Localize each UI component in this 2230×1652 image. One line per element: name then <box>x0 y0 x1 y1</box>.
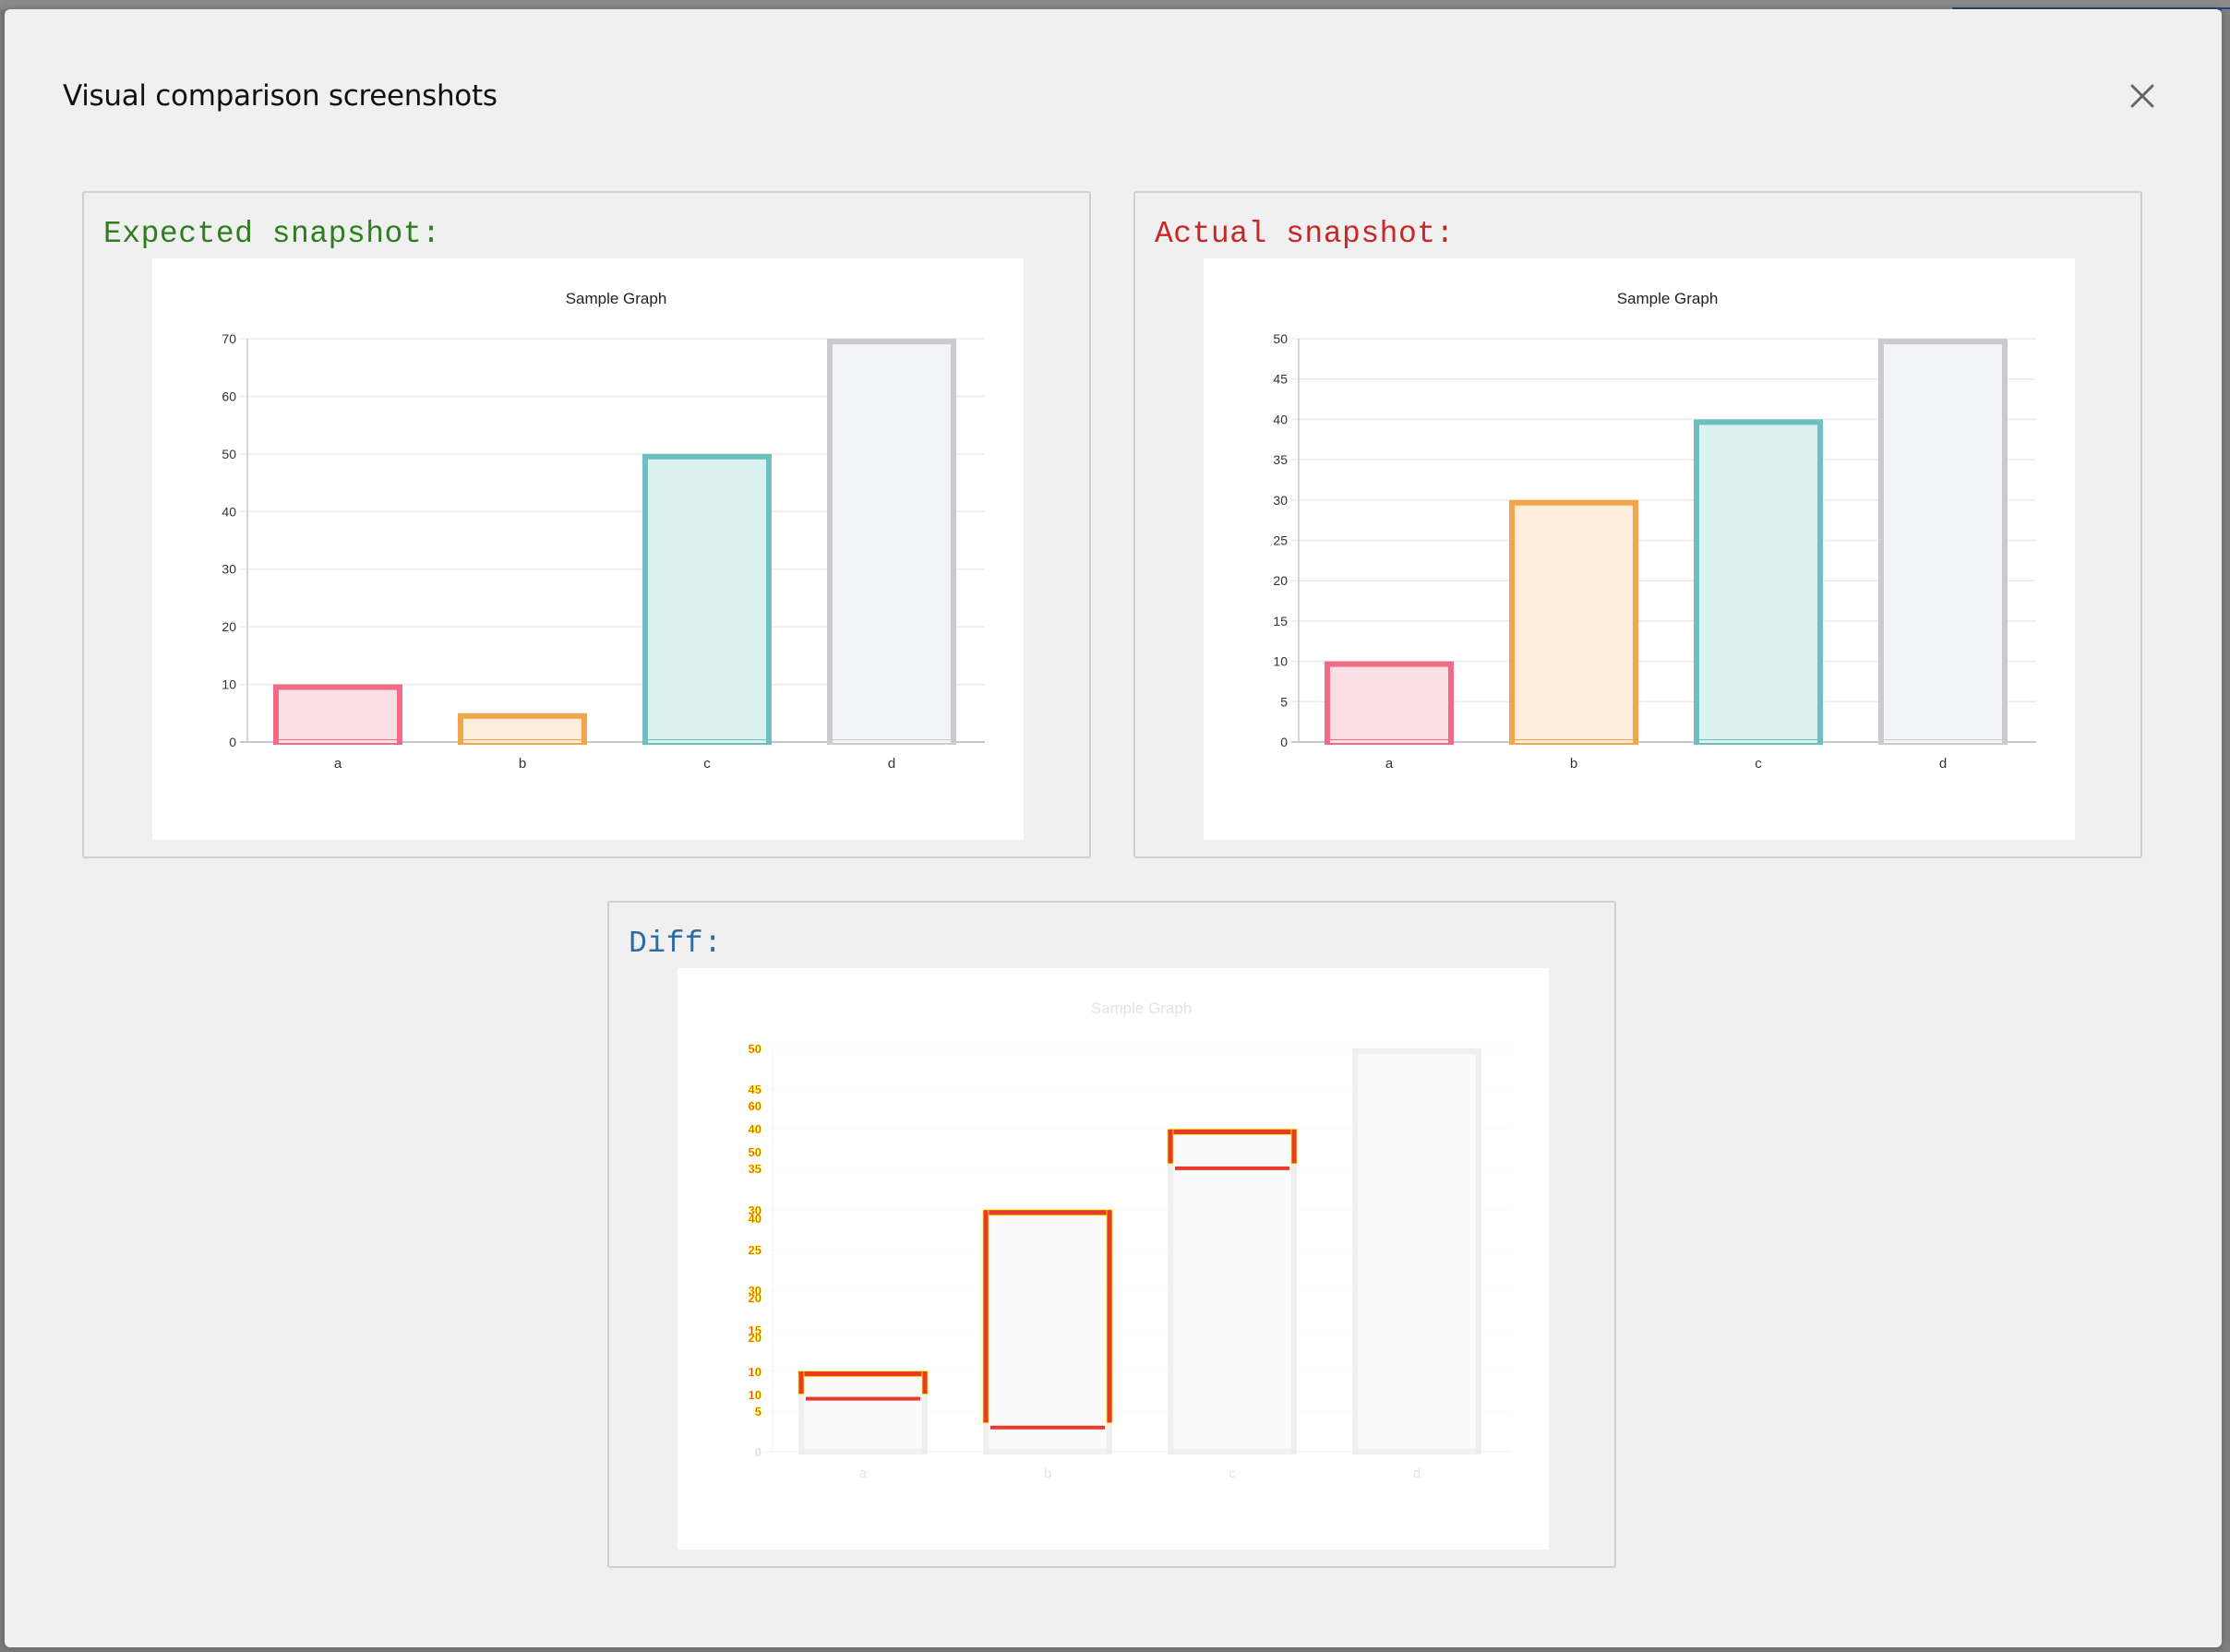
y-tick-label: 0 <box>229 735 236 749</box>
expected-snapshot-panel: Expected snapshot: Sample Graph 0 10 20 30 40… <box>82 191 1091 858</box>
x-tick-label: c <box>703 756 711 772</box>
y-tick-label: 20 <box>222 619 236 634</box>
bar-a <box>273 684 402 746</box>
diff-tick-label: 50 <box>749 1042 761 1056</box>
y-tick-label: 10 <box>1273 654 1288 669</box>
bar-a <box>1325 661 1454 746</box>
y-tick-label: 20 <box>1273 573 1288 588</box>
bar-c <box>1168 1129 1297 1454</box>
x-tick-label: b <box>1570 756 1577 772</box>
diff-highlight-c <box>1167 1128 1298 1170</box>
diff-tick-label: 35 <box>749 1162 761 1176</box>
diff-highlight-b <box>982 1209 1113 1430</box>
bar-chart-svg: Sample Graph 0 5 10 15 20 25 30 35 40 45 50 a b c d <box>1273 290 2036 772</box>
bar-d <box>1878 339 2008 745</box>
bar-b <box>458 712 587 745</box>
actual-snapshot-panel: Actual snapshot: Sample Graph 0 5 10 15 20 25 3… <box>1133 191 2142 858</box>
diff-highlight-a <box>797 1371 929 1401</box>
diff-tick-label: 25 <box>749 1243 761 1257</box>
diff-tick-label: 0 <box>755 1445 761 1459</box>
backdrop <box>0 0 2230 9</box>
actual-snapshot-label: Actual snapshot: <box>1155 217 1455 251</box>
y-tick-label: 30 <box>1273 493 1288 508</box>
y-tick-label: 5 <box>1280 694 1288 709</box>
bar-d <box>827 339 956 745</box>
dialog-title: Visual comparison screenshots <box>63 79 498 113</box>
diff-chart: Sample Graph a b c d 50 45 60 40 50 35 30 40 25 30 20 15… <box>677 968 1549 1550</box>
expected-snapshot-label: Expected snapshot: <box>103 217 441 251</box>
y-tick-label: 25 <box>1273 533 1288 548</box>
bar-c <box>1694 419 1823 745</box>
diff-tick-label: 45 <box>749 1083 761 1096</box>
diff-tick-label: 20 <box>749 1291 761 1305</box>
diff-tick-label: 10 <box>749 1365 761 1379</box>
actual-chart: Sample Graph 0 5 10 15 20 25 30 35 40 45 50 a b c d <box>1204 258 2075 840</box>
bar-d <box>1352 1048 1481 1454</box>
close-button[interactable] <box>2124 78 2161 114</box>
diff-tick-label: 40 <box>749 1212 761 1226</box>
x-tick-label: b <box>1044 1466 1051 1481</box>
expected-chart: Sample Graph 0 10 20 30 40 50 60 70 a b c d <box>152 258 1024 840</box>
backdrop-accent-bar <box>1952 7 2230 10</box>
diff-panel: Diff: Sample Graph a b c d 50 45 60 40 50 35 30 40 25… <box>607 901 1616 1568</box>
chart-title: Sample Graph <box>1617 290 1719 307</box>
diff-tick-label: 5 <box>755 1405 761 1419</box>
x-tick-label: a <box>1385 756 1394 772</box>
bar-b <box>983 1209 1112 1454</box>
chart-title: Sample Graph <box>566 290 667 307</box>
diff-tick-label: 30 <box>749 1284 761 1298</box>
y-tick-label: 50 <box>1273 331 1288 346</box>
chart-title: Sample Graph <box>1091 1000 1193 1017</box>
y-tick-label: 0 <box>1280 735 1288 749</box>
bar-c <box>642 453 772 745</box>
bar-b <box>1509 499 1638 745</box>
y-tick-label: 15 <box>1273 614 1288 628</box>
x-tick-label: a <box>334 756 342 772</box>
backdrop-right-edge <box>2222 9 2230 1652</box>
y-tick-label: 40 <box>1273 412 1288 426</box>
diff-tick-label: 10 <box>749 1388 761 1402</box>
x-tick-label: b <box>519 756 526 772</box>
bar-chart-svg: Sample Graph 0 10 20 30 40 50 60 70 a b c d <box>222 290 985 772</box>
diff-tick-label: 30 <box>749 1203 761 1217</box>
x-tick-label: c <box>1755 756 1762 772</box>
x-tick-label: d <box>1939 756 1947 772</box>
x-tick-label: d <box>888 756 895 772</box>
y-tick-label: 50 <box>222 447 236 461</box>
x-tick-label: d <box>1413 1466 1421 1481</box>
y-tick-label: 35 <box>1273 452 1288 467</box>
y-tick-label: 45 <box>1273 372 1288 387</box>
visual-comparison-dialog: Visual comparison screenshots Expected s… <box>5 9 2222 1647</box>
bar-a <box>798 1371 928 1455</box>
y-tick-label: 10 <box>222 677 236 692</box>
y-tick-label: 40 <box>222 504 236 519</box>
y-tick-label: 30 <box>222 562 236 577</box>
diff-tick-label: 50 <box>749 1145 761 1159</box>
y-tick-label: 70 <box>222 331 236 346</box>
x-tick-label: c <box>1229 1466 1236 1481</box>
diff-tick-label: 20 <box>749 1331 761 1345</box>
diff-tick-label: 60 <box>749 1099 761 1113</box>
diff-tick-label: 40 <box>749 1122 761 1136</box>
x-tick-label: a <box>859 1466 868 1481</box>
y-tick-label: 60 <box>222 389 236 403</box>
diff-tick-label: 15 <box>749 1323 761 1337</box>
close-icon <box>2130 84 2154 108</box>
diff-label: Diff: <box>629 927 723 961</box>
